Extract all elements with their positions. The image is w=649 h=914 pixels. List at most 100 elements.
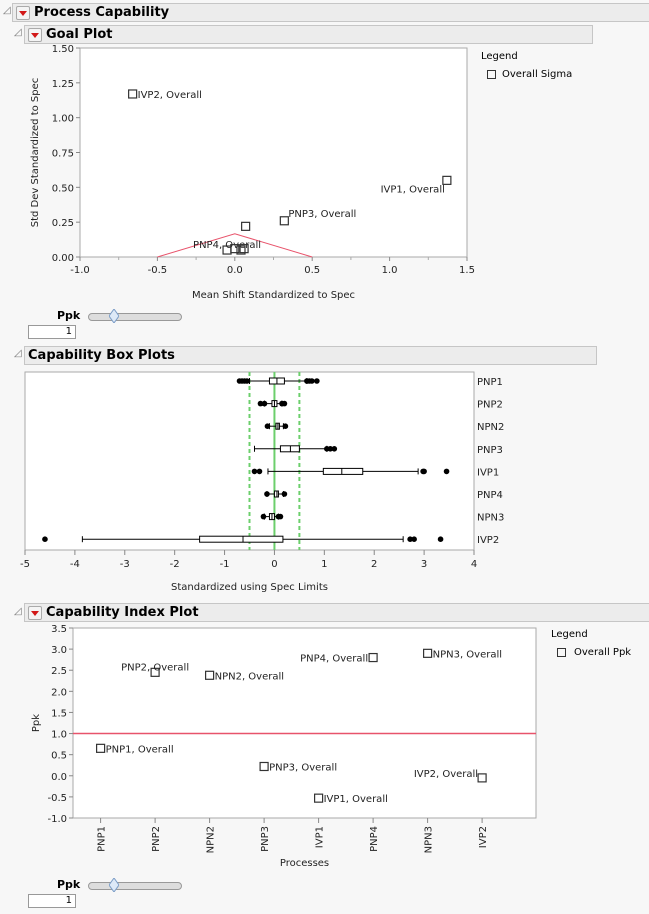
- x-tick-label: -2: [170, 559, 180, 570]
- x-tick-label: PNP3: [260, 826, 271, 852]
- x-tick-label: IVP1: [315, 826, 326, 848]
- plot-frame: [72, 627, 537, 819]
- ppk-value-input[interactable]: 1: [28, 325, 76, 339]
- red-triangle-menu-icon[interactable]: [16, 5, 30, 20]
- x-tick-label: 4: [471, 559, 477, 570]
- point-label: PNP1, Overall: [106, 744, 174, 755]
- disclosure-triangle-icon[interactable]: ◿: [14, 27, 22, 38]
- point-marker: [230, 244, 240, 254]
- square-marker-icon: [557, 648, 566, 657]
- goal-legend-item[interactable]: Overall Sigma: [487, 69, 572, 80]
- index-legend-title: Legend: [551, 629, 588, 640]
- x-tick-label: 1.0: [382, 265, 398, 276]
- x-tick-label: -0.5: [148, 265, 168, 276]
- point-label: PNP3, Overall: [288, 209, 356, 220]
- row-label: NPN3: [477, 513, 504, 524]
- x-tick-label: PNP4: [369, 826, 380, 852]
- x-tick-label: IVP2: [478, 826, 489, 848]
- point-label: PNP4, Overall: [193, 240, 261, 251]
- x-axis-label: Standardized using Spec Limits: [171, 582, 328, 593]
- box: [268, 513, 275, 521]
- point-marker: [442, 175, 452, 185]
- x-tick-label: 1: [321, 559, 327, 570]
- ppk-value-input[interactable]: 1: [28, 894, 76, 908]
- point-marker: [477, 773, 487, 783]
- index-legend-item[interactable]: Overall Ppk: [557, 647, 631, 658]
- x-tick-label: -3: [120, 559, 130, 570]
- outlier-point: [277, 513, 284, 520]
- outlier-point: [437, 536, 444, 542]
- point-marker: [279, 216, 289, 226]
- y-tick-label: -0.5: [47, 793, 67, 804]
- outlier-point: [281, 491, 288, 497]
- x-tick-label: 2: [371, 559, 377, 570]
- point-label: PNP2, Overall: [121, 662, 189, 673]
- index-plot-header: Capability Index Plot: [24, 603, 649, 622]
- report-title: Process Capability: [34, 5, 170, 20]
- outlier-point: [304, 378, 310, 384]
- outlier-point: [279, 400, 285, 407]
- legend-label: Overall Sigma: [502, 69, 573, 80]
- row-label: NPN2: [477, 422, 504, 433]
- point-marker: [239, 244, 249, 254]
- outlier-point: [314, 378, 320, 384]
- row-label: PNP4: [477, 490, 503, 501]
- x-tick-label: 1.5: [459, 265, 475, 276]
- y-tick-label: 1.5: [51, 708, 67, 719]
- x-tick-label: PNP1: [97, 826, 108, 852]
- x-tick-label: -1.0: [70, 265, 90, 276]
- y-tick-label: 0.0: [51, 772, 67, 783]
- outlier-point: [282, 423, 289, 430]
- y-tick-label: 0.50: [52, 183, 74, 194]
- y-tick-label: 1.0: [51, 730, 67, 741]
- plot-frame: [24, 371, 475, 551]
- red-triangle-menu-icon[interactable]: [28, 605, 42, 620]
- disclosure-triangle-icon[interactable]: ◿: [3, 5, 11, 16]
- disclosure-triangle-icon[interactable]: ◿: [14, 348, 22, 359]
- point-marker: [222, 245, 232, 255]
- box: [271, 400, 278, 408]
- outlier-point: [264, 491, 270, 497]
- box: [268, 377, 285, 385]
- point-marker: [95, 743, 106, 753]
- slider-knob[interactable]: [109, 309, 119, 323]
- ppk-slider[interactable]: [88, 309, 182, 323]
- x-tick-label: 0.0: [227, 265, 243, 276]
- y-tick-label: 0.00: [52, 253, 74, 264]
- x-tick-label: 0.5: [304, 265, 320, 276]
- x-tick-label: NPN3: [424, 826, 435, 853]
- index-plot-title: Capability Index Plot: [46, 605, 199, 620]
- outlier-point: [331, 446, 338, 452]
- ppk-slider[interactable]: [88, 878, 182, 892]
- y-tick-label: 2.5: [51, 666, 67, 677]
- point-label: PNP4, Overall: [300, 654, 368, 665]
- outlier-point: [257, 400, 264, 407]
- y-tick-label: 0.25: [52, 218, 74, 229]
- x-tick-label: -5: [20, 559, 30, 570]
- point-marker: [205, 670, 215, 680]
- box: [279, 445, 300, 453]
- outlier-point: [251, 468, 258, 475]
- y-tick-label: 3.0: [51, 645, 67, 656]
- disclosure-triangle-icon[interactable]: ◿: [14, 606, 22, 617]
- point-marker: [236, 245, 246, 255]
- ppk-slider-label: Ppk: [57, 309, 81, 322]
- x-tick-label: PNP2: [151, 826, 162, 852]
- x-tick-label: NPN2: [206, 826, 217, 853]
- goal-plot-title: Goal Plot: [46, 27, 113, 42]
- box-plots-header: Capability Box Plots: [24, 346, 597, 365]
- outlier-point: [306, 378, 313, 384]
- outlier-point: [324, 446, 330, 452]
- point-label: NPN3, Overall: [433, 649, 502, 660]
- x-axis-label: Processes: [280, 858, 329, 869]
- box-plots-title: Capability Box Plots: [28, 348, 175, 363]
- outlier-point: [443, 468, 450, 475]
- row-label: PNP1: [477, 377, 503, 388]
- red-triangle-menu-icon[interactable]: [28, 27, 42, 42]
- ppk-boundary-line: [157, 233, 313, 258]
- x-tick-label: 0: [271, 559, 277, 570]
- point-label: IVP1, Overall: [381, 184, 445, 195]
- outlier-point: [239, 378, 245, 384]
- slider-knob[interactable]: [109, 878, 119, 892]
